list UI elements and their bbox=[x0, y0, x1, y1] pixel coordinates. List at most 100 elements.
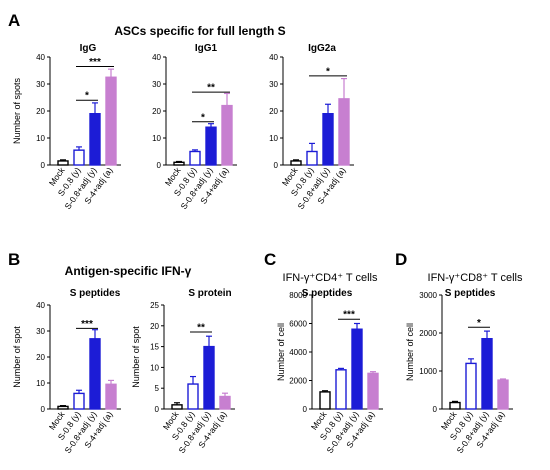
y-tick-label: 30 bbox=[36, 327, 45, 336]
chart-d-cd8: IFN-γ⁺CD8⁺ T cells S peptides 0 1000 2000 300… bbox=[405, 272, 523, 455]
bar-2 bbox=[306, 150, 318, 166]
y-axis-label: Number of cell bbox=[405, 323, 415, 381]
y-tick-label: 30 bbox=[269, 80, 278, 89]
bar-2 bbox=[73, 392, 85, 410]
bar-2 bbox=[187, 383, 199, 410]
y-tick-label: 10 bbox=[150, 363, 159, 372]
significance-label: *** bbox=[343, 310, 355, 321]
bar-1 bbox=[171, 404, 183, 410]
y-tick-label: 20 bbox=[150, 322, 159, 331]
chart-title: IgG bbox=[80, 43, 97, 54]
bar-3 bbox=[205, 126, 217, 166]
bar-1 bbox=[57, 405, 69, 410]
chart-title: IgG2a bbox=[308, 43, 336, 54]
bar-2 bbox=[189, 150, 201, 166]
chart-title: IgG1 bbox=[195, 43, 218, 54]
y-tick-label: 20 bbox=[152, 107, 161, 116]
y-tick-label: 40 bbox=[269, 53, 278, 62]
bar-2 bbox=[73, 149, 85, 166]
y-tick-label: 10 bbox=[269, 134, 278, 143]
significance-label: * bbox=[85, 91, 89, 102]
bar-4 bbox=[221, 104, 233, 166]
y-tick-label: 0 bbox=[274, 161, 279, 170]
bar-1 bbox=[449, 401, 461, 410]
y-tick-label: 40 bbox=[36, 301, 45, 310]
bar-3 bbox=[322, 112, 334, 166]
significance-label: ** bbox=[197, 323, 205, 334]
bar-3 bbox=[203, 345, 215, 410]
chart-subtitle: S peptides bbox=[302, 288, 353, 299]
section-title-b: Antigen-specific IFN-γ bbox=[65, 264, 192, 278]
y-tick-label: 40 bbox=[36, 53, 45, 62]
bar-2 bbox=[335, 369, 347, 410]
panel-letter-c: C bbox=[264, 250, 276, 269]
y-tick-label: 30 bbox=[152, 80, 161, 89]
bar-2 bbox=[465, 362, 477, 410]
chart-subtitle: S peptides bbox=[445, 288, 496, 299]
y-tick-label: 3000 bbox=[419, 291, 437, 300]
y-tick-label: 0 bbox=[155, 405, 160, 414]
panel-letter-a: A bbox=[8, 11, 20, 30]
significance-label: *** bbox=[81, 319, 93, 330]
y-axis-label: Number of spot bbox=[131, 326, 141, 388]
chart-title: S peptides bbox=[70, 288, 121, 299]
bar-3 bbox=[481, 338, 493, 410]
bar-4 bbox=[367, 372, 379, 410]
y-tick-label: 0 bbox=[41, 405, 46, 414]
y-tick-label: 1000 bbox=[419, 367, 437, 376]
y-tick-label: 10 bbox=[36, 134, 45, 143]
y-axis-label: Number of cell bbox=[276, 323, 286, 381]
y-tick-label: 20 bbox=[269, 107, 278, 116]
bar-3 bbox=[89, 338, 101, 410]
y-tick-label: 10 bbox=[152, 134, 161, 143]
bar-4 bbox=[338, 98, 350, 166]
y-axis-label: Number of spot bbox=[12, 326, 22, 388]
chart-c-cd4: IFN-γ⁺CD4⁺ T cells S peptides 0 2000 4000 600… bbox=[276, 272, 383, 455]
bar-1 bbox=[290, 160, 302, 166]
bar-4 bbox=[105, 383, 117, 410]
chart-title: IFN-γ⁺CD4⁺ T cells bbox=[283, 272, 378, 284]
y-axis-label: Number of spots bbox=[12, 77, 22, 144]
y-tick-label: 25 bbox=[150, 301, 159, 310]
y-tick-label: 4000 bbox=[289, 348, 307, 357]
bar-3 bbox=[89, 112, 101, 166]
chart-title: IFN-γ⁺CD8⁺ T cells bbox=[428, 272, 523, 284]
bar-4 bbox=[497, 379, 509, 410]
y-tick-label: 20 bbox=[36, 353, 45, 362]
significance-label: * bbox=[201, 112, 205, 123]
y-tick-label: 0 bbox=[433, 405, 438, 414]
y-tick-label: 15 bbox=[150, 343, 159, 352]
y-tick-label: 0 bbox=[41, 161, 46, 170]
significance-label: * bbox=[477, 318, 481, 329]
bar-4 bbox=[219, 395, 231, 410]
chart-title: S protein bbox=[188, 288, 231, 299]
significance-label: ** bbox=[207, 83, 215, 94]
y-tick-label: 6000 bbox=[289, 320, 307, 329]
y-tick-label: 0 bbox=[303, 405, 308, 414]
y-tick-label: 2000 bbox=[289, 377, 307, 386]
y-tick-label: 30 bbox=[36, 80, 45, 89]
y-tick-label: 40 bbox=[152, 53, 161, 62]
bar-4 bbox=[105, 76, 117, 166]
significance-label: *** bbox=[89, 57, 101, 68]
bar-3 bbox=[351, 328, 363, 410]
y-tick-label: 0 bbox=[157, 161, 162, 170]
y-tick-label: 8000 bbox=[289, 291, 307, 300]
bar-1 bbox=[57, 160, 69, 166]
y-tick-label: 10 bbox=[36, 379, 45, 388]
y-tick-label: 5 bbox=[155, 384, 160, 393]
panel-letter-d: D bbox=[395, 250, 407, 269]
bar-1 bbox=[173, 161, 185, 166]
panel-letter-b: B bbox=[8, 250, 20, 269]
y-tick-label: 2000 bbox=[419, 329, 437, 338]
significance-label: * bbox=[326, 66, 330, 77]
y-tick-label: 20 bbox=[36, 107, 45, 116]
bar-1 bbox=[319, 391, 331, 410]
section-title-a: ASCs specific for full length S bbox=[114, 24, 285, 38]
